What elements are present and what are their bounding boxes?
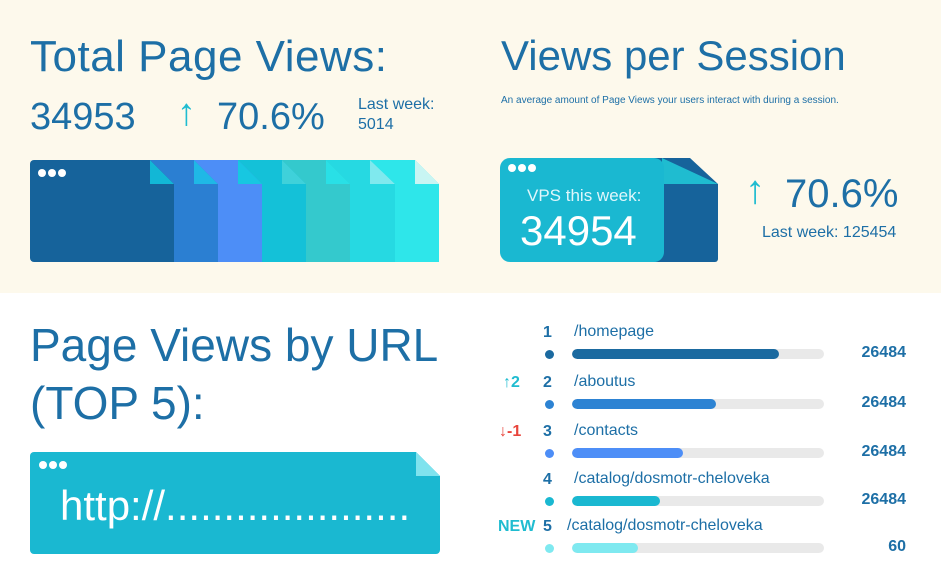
progress-bar-fill <box>572 543 638 553</box>
rank-number: 4 <box>543 471 552 488</box>
url-path: /contacts <box>574 422 639 439</box>
up-arrow-icon: ↑ <box>177 92 196 134</box>
vps-last-week: Last week: 125454 <box>762 224 897 241</box>
url-path: /catalog/dosmotr-cheloveka <box>567 517 763 534</box>
url-path: /homepage <box>574 323 655 340</box>
stack-page-7 <box>395 160 439 262</box>
total-page-views-title: Total Page Views: <box>30 32 388 81</box>
stack-page-5 <box>306 160 350 262</box>
progress-bar-fill <box>572 399 716 409</box>
stack-page-1 <box>30 160 174 262</box>
page-view-count: 26484 <box>861 344 907 361</box>
stack-page-3 <box>218 160 262 262</box>
url-row: NEW 5/catalog/dosmotr-cheloveka 60 <box>0 514 941 562</box>
progress-bar-fill <box>572 496 660 506</box>
url-placeholder-text: http://..................... <box>60 482 411 529</box>
views-per-session-title: Views per Session <box>501 32 846 79</box>
page-views-stack-graphic <box>30 160 439 262</box>
vps-front-card <box>500 158 664 262</box>
progress-bar-fill <box>572 448 683 458</box>
vps-card-label: VPS this week: <box>527 186 642 205</box>
bullet-dot <box>545 497 554 506</box>
rank-number: 2 <box>543 374 552 391</box>
bullet-dot <box>545 544 554 553</box>
bullet-dot <box>545 400 554 409</box>
total-page-views-change: 70.6% <box>217 96 325 138</box>
vps-card-graphic <box>500 158 718 262</box>
progress-bar-track <box>572 496 824 506</box>
progress-bar-track <box>572 399 824 409</box>
page-views-by-url-subtitle: (TOP 5): <box>30 377 205 429</box>
bullet-dot <box>545 350 554 359</box>
url-row: 1/homepage 26484 <box>0 320 941 368</box>
total-page-views-value: 34953 <box>30 96 136 138</box>
window-dots-icon <box>508 164 536 172</box>
page-view-count: 26484 <box>861 394 907 411</box>
stack-page-6 <box>350 160 395 262</box>
progress-bar-fill <box>572 349 779 359</box>
page-view-count: 26484 <box>861 491 907 508</box>
views-per-session-subtitle: An average amount of Page Views your use… <box>501 95 839 106</box>
stack-page-2 <box>174 160 218 262</box>
rank-change-badge: ↓-1 <box>499 423 522 440</box>
vps-card-value: 34954 <box>520 207 637 254</box>
rank-change-badge: ↑2 <box>503 374 520 391</box>
url-path: /catalog/dosmotr-cheloveka <box>574 470 770 487</box>
last-week-value: 5014 <box>358 116 394 133</box>
last-week-label: Last week: <box>358 96 435 113</box>
rank-number: 5 <box>543 518 552 535</box>
page-view-count: 26484 <box>861 443 907 460</box>
stack-page-4 <box>262 160 306 262</box>
window-dots-icon <box>39 461 67 469</box>
url-window-graphic <box>30 452 440 554</box>
vps-change: 70.6% <box>785 172 899 216</box>
rank-change-badge: NEW <box>498 518 536 535</box>
progress-bar-track <box>572 448 824 458</box>
url-row: ↑2 2/aboutus 26484 <box>0 370 941 418</box>
window-dots-icon <box>38 169 66 177</box>
url-row: 4/catalog/dosmotr-cheloveka 26484 <box>0 467 941 515</box>
progress-bar-track <box>572 349 824 359</box>
bullet-dot <box>545 449 554 458</box>
up-arrow-icon: ↑ <box>745 168 765 212</box>
page-view-count: 60 <box>888 538 906 555</box>
url-path: /aboutus <box>574 373 636 390</box>
progress-bar-track <box>572 543 824 553</box>
url-row: ↓-1 3/contacts 26484 <box>0 419 941 467</box>
page-views-by-url-title: Page Views by URL <box>30 319 439 371</box>
rank-number: 1 <box>543 324 552 341</box>
rank-number: 3 <box>543 423 552 440</box>
